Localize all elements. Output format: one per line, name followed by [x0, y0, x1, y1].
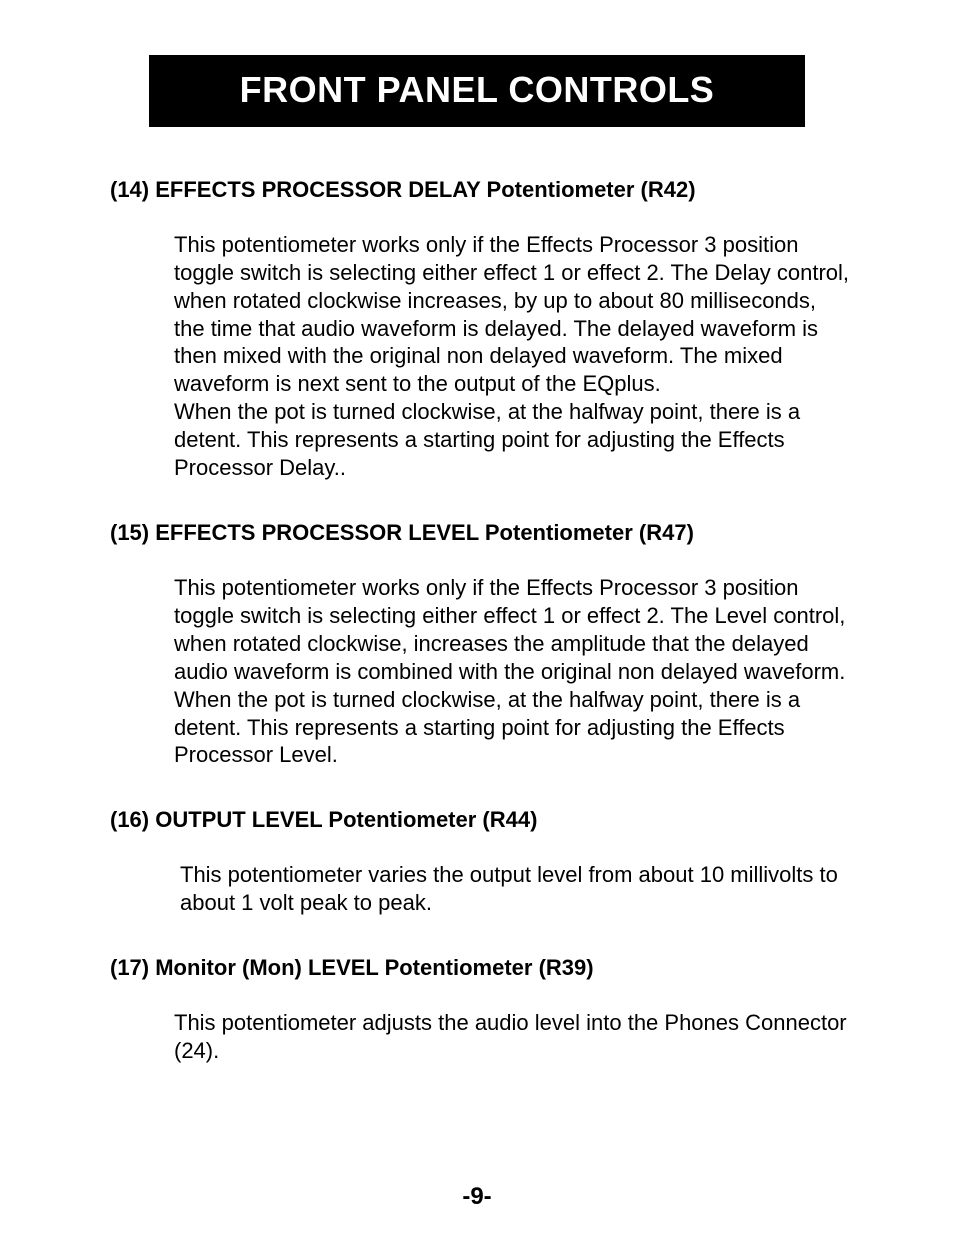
- section-15-body: This potentiometer works only if the Eff…: [174, 574, 852, 770]
- page-title-text: FRONT PANEL CONTROLS: [240, 69, 715, 110]
- section-14-body: This potentiometer works only if the Eff…: [174, 231, 852, 482]
- section-17: (17) Monitor (Mon) LEVEL Potentiometer (…: [98, 953, 856, 1065]
- section-14-paragraph-2: When the pot is turned clockwise, at the…: [174, 398, 852, 482]
- section-14-heading: (14) EFFECTS PROCESSOR DELAY Potentiomet…: [110, 175, 856, 205]
- section-17-heading: (17) Monitor (Mon) LEVEL Potentiometer (…: [110, 953, 856, 983]
- section-15-paragraph-1: This potentiometer works only if the Eff…: [174, 574, 852, 686]
- page-number: -9-: [0, 1183, 954, 1211]
- section-14: (14) EFFECTS PROCESSOR DELAY Potentiomet…: [98, 175, 856, 482]
- section-16-paragraph-1: This potentiometer varies the output lev…: [180, 861, 852, 917]
- section-16: (16) OUTPUT LEVEL Potentiometer (R44) Th…: [98, 805, 856, 917]
- section-16-heading: (16) OUTPUT LEVEL Potentiometer (R44): [110, 805, 856, 835]
- section-17-paragraph-1: This potentiometer adjusts the audio lev…: [174, 1009, 852, 1065]
- section-14-paragraph-1: This potentiometer works only if the Eff…: [174, 231, 852, 399]
- page-title-bar: FRONT PANEL CONTROLS: [149, 55, 805, 127]
- document-page: FRONT PANEL CONTROLS (14) EFFECTS PROCES…: [0, 0, 954, 1235]
- section-17-body: This potentiometer adjusts the audio lev…: [174, 1009, 852, 1065]
- section-15: (15) EFFECTS PROCESSOR LEVEL Potentiomet…: [98, 518, 856, 769]
- section-15-heading: (15) EFFECTS PROCESSOR LEVEL Potentiomet…: [110, 518, 856, 548]
- section-15-paragraph-2: When the pot is turned clockwise, at the…: [174, 686, 852, 770]
- section-16-body: This potentiometer varies the output lev…: [180, 861, 852, 917]
